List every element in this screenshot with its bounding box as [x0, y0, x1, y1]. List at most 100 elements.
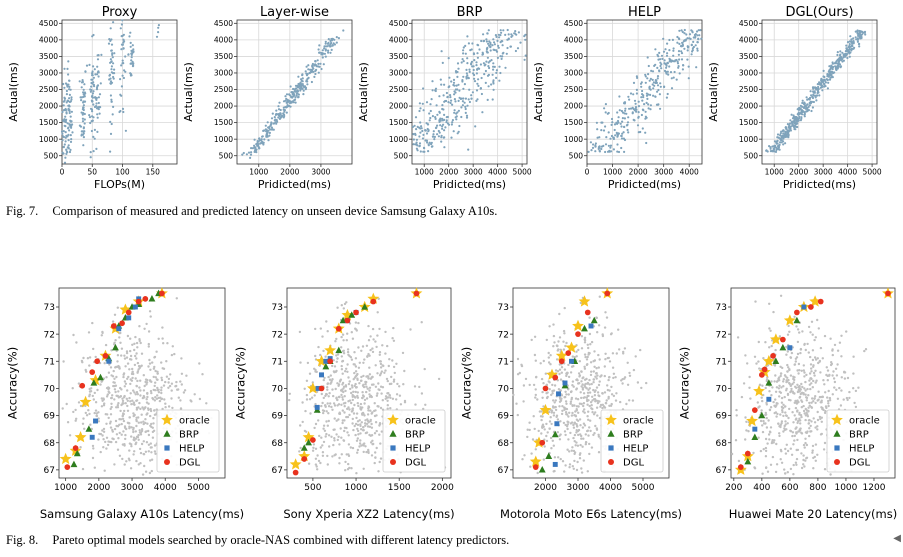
data-point: [306, 83, 309, 86]
x-tick-label: 2000: [534, 483, 557, 493]
data-point: [92, 65, 95, 68]
data-point: [427, 143, 430, 146]
data-point: [121, 62, 124, 65]
data-point: [99, 106, 102, 109]
background-point: [788, 381, 791, 385]
data-point: [666, 92, 669, 96]
data-point: [789, 119, 792, 122]
background-point: [152, 429, 156, 432]
background-point: [420, 392, 424, 395]
background-point: [556, 418, 560, 421]
data-point: [282, 100, 286, 103]
background-point: [362, 383, 365, 386]
background-point: [205, 402, 208, 405]
data-point: [499, 29, 502, 32]
dgl-point: [318, 385, 325, 392]
background-point: [520, 363, 523, 366]
background-point: [800, 369, 803, 372]
background-point: [136, 371, 139, 374]
data-point: [427, 150, 430, 153]
y-tick-label: 72: [716, 330, 727, 340]
background-point: [764, 341, 767, 344]
x-tick-label: 200: [725, 483, 742, 493]
background-point: [134, 335, 137, 339]
background-point: [852, 355, 855, 358]
background-point: [558, 396, 562, 399]
background-point: [126, 409, 130, 412]
background-point: [559, 420, 562, 423]
data-point: [781, 129, 785, 133]
background-point: [558, 312, 561, 316]
background-point: [150, 391, 153, 395]
background-point: [593, 350, 596, 353]
background-point: [160, 391, 163, 395]
data-point: [111, 56, 114, 59]
background-point: [560, 397, 563, 400]
data-point: [686, 37, 689, 40]
background-point: [111, 430, 115, 433]
data-point: [621, 120, 624, 123]
data-point: [436, 133, 439, 136]
background-point: [806, 387, 809, 391]
background-point: [759, 419, 763, 423]
data-point: [524, 54, 527, 57]
background-point: [341, 372, 344, 375]
background-point: [782, 430, 785, 433]
data-point: [450, 80, 453, 83]
data-point: [92, 90, 95, 93]
background-point: [786, 363, 789, 367]
data-point: [68, 123, 71, 126]
background-point: [813, 356, 817, 359]
data-point: [672, 47, 675, 50]
data-point: [633, 119, 636, 122]
data-point: [447, 86, 450, 89]
background-point: [846, 376, 850, 380]
background-point: [378, 327, 381, 331]
background-point: [813, 374, 816, 377]
data-point: [779, 132, 782, 135]
background-point: [784, 472, 787, 475]
background-point: [535, 375, 538, 379]
x-tick-label: 2000: [629, 168, 648, 177]
background-point: [787, 366, 790, 369]
data-point: [129, 45, 132, 48]
background-point: [128, 368, 131, 371]
background-point: [123, 396, 126, 399]
background-point: [576, 444, 580, 447]
background-point: [810, 430, 813, 433]
background-point: [392, 378, 396, 381]
y-tick-label: 1500: [214, 118, 233, 127]
background-point: [831, 393, 834, 396]
background-point: [566, 423, 569, 426]
data-point: [666, 70, 669, 73]
data-point: [67, 60, 70, 63]
data-point: [327, 49, 330, 52]
background-point: [587, 410, 590, 413]
background-point: [116, 354, 120, 357]
data-point: [443, 136, 446, 139]
data-point: [696, 34, 699, 37]
data-point: [70, 138, 73, 141]
background-point: [817, 390, 820, 393]
background-point: [338, 380, 342, 383]
data-point: [100, 53, 103, 57]
background-point: [353, 384, 356, 388]
data-point: [453, 84, 456, 87]
data-point: [799, 112, 802, 115]
background-point: [580, 347, 584, 350]
legend-label: oracle: [179, 416, 210, 427]
background-point: [557, 388, 561, 391]
background-point: [328, 445, 331, 448]
background-point: [185, 374, 188, 377]
background-point: [346, 415, 350, 419]
data-point: [458, 89, 461, 92]
background-point: [802, 404, 805, 408]
background-point: [134, 393, 137, 396]
background-point: [811, 333, 814, 336]
data-point: [443, 146, 446, 149]
data-point: [123, 69, 126, 72]
x-axis-label: FLOPs(M): [94, 178, 145, 191]
background-point: [588, 426, 591, 429]
background-point: [175, 384, 178, 388]
background-point: [341, 421, 344, 425]
